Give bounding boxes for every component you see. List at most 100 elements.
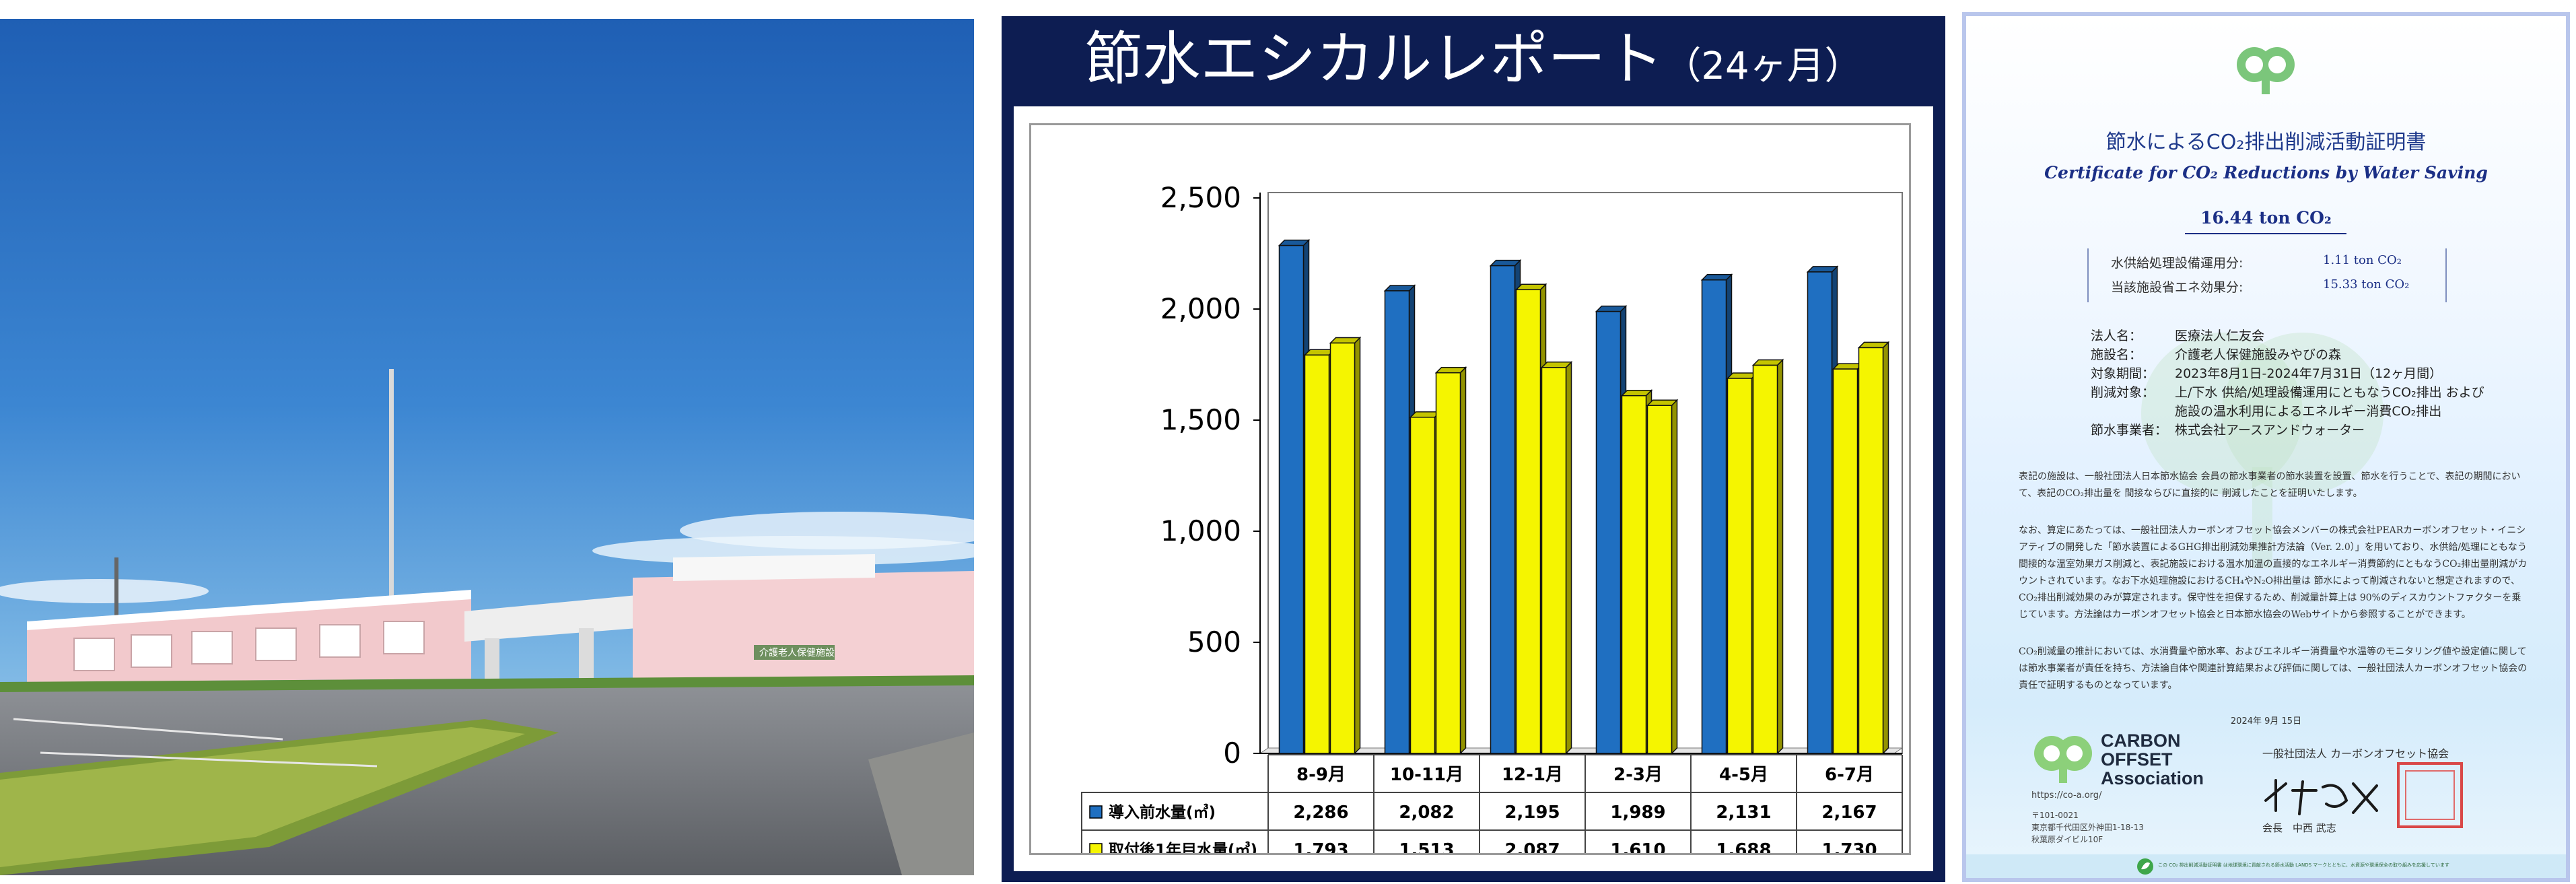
issuer-name: 一般社団法人 カーボンオフセット協会	[2262, 747, 2449, 760]
bar	[1807, 271, 1833, 754]
data-label: 1,793	[1293, 840, 1348, 853]
y-tick-label: 2,000	[1160, 292, 1241, 325]
bar	[1384, 290, 1410, 754]
certificate-footer-band	[1966, 854, 2566, 878]
x-tick-label: 12-1月	[1502, 765, 1563, 785]
bar	[1409, 416, 1436, 754]
bar-top	[1489, 259, 1522, 267]
bar-top	[1646, 399, 1679, 406]
data-label: 2,195	[1504, 803, 1560, 823]
legend-swatch	[1089, 843, 1103, 856]
address-line: 東京都千代田区外神田1-18-13	[2031, 823, 2144, 832]
bar-side	[1882, 341, 1889, 755]
bar	[1435, 372, 1461, 754]
chart-title: 節水エシカルレポート（24ヶ月）	[1002, 16, 1945, 102]
bar	[1541, 367, 1567, 754]
certificate-paragraph-3: CO₂削減量の推計においては、水消費量や節水率、およびエネルギー消費量や水温等の…	[2019, 646, 2528, 691]
info-key: 法人名：	[2091, 329, 2143, 343]
chart-title-sub: （24ヶ月）	[1663, 44, 1863, 88]
legend-swatch	[1089, 805, 1103, 819]
association-url: https://co-a.org/	[2031, 790, 2102, 801]
y-tick-label: 500	[1187, 625, 1241, 658]
info-row-target: 削減対象： 上/下水 供給/処理設備運用にともなうCO₂排出 および	[2091, 382, 2484, 401]
bar-top	[1620, 389, 1653, 397]
bar	[1701, 279, 1727, 754]
carbon-offset-logo-icon	[2237, 47, 2295, 94]
x-tick-label: 8-9月	[1296, 765, 1346, 785]
certificate-paragraph-1: 表記の施設は、一般社団法人日本節水協会 会員の節水事業者の節水装置を設置、節水を…	[2019, 471, 2521, 499]
bar	[1595, 310, 1622, 754]
info-value: 医療法人仁友会	[2175, 329, 2265, 343]
bar-top	[1751, 359, 1784, 366]
info-row-facility: 施設名： 介護老人保健施設みやびの森	[2091, 345, 2341, 363]
info-row-target-cont: 施設の温水利用によるエネルギー消費CO₂排出	[2091, 401, 2441, 419]
info-key: 節水事業者：	[2091, 423, 2168, 438]
chart-area: 0 500 1,000 1,500 2,000 2,500 8-9月 10-11月 12-1月 2…	[1014, 106, 1933, 884]
info-key: 削減対象：	[2091, 385, 2155, 400]
bar-top	[1329, 337, 1362, 344]
bar-top	[1700, 274, 1733, 281]
data-label: 2,087	[1504, 840, 1560, 853]
breakdown-label-facility: 当該施設省エネ効果分:	[2111, 280, 2243, 295]
total-underline	[2185, 233, 2346, 234]
x-tick-label: 2-3月	[1613, 765, 1663, 785]
x-tick-label: 4-5月	[1719, 765, 1768, 785]
bar-top	[1278, 239, 1311, 246]
y-tick-label: 2,500	[1160, 181, 1241, 214]
bar-side	[1776, 358, 1784, 755]
bar-top	[1806, 266, 1839, 273]
co2-total: 16.44 ton CO₂	[2200, 208, 2332, 228]
info-value: 2023年8月1日-2024年7月31日（12ヶ月間）	[2175, 366, 2443, 381]
bar	[1278, 244, 1304, 754]
breakdown-value-facility: 15.33 ton CO₂	[2323, 277, 2410, 292]
bar-top	[1595, 305, 1628, 312]
signer-name: 会長 中西 武志	[2262, 822, 2336, 834]
breakdown-value-supply: 1.11 ton CO₂	[2323, 253, 2402, 267]
bar	[1515, 289, 1541, 754]
facility-photo: 介護老人保健施設	[0, 19, 974, 875]
association-name: CARBON OFFSET Association	[2101, 730, 2204, 788]
chart-title-main: 節水エシカルレポート	[1084, 26, 1664, 93]
certificate-title-jp: 節水によるCO₂排出削減活動証明書	[2105, 131, 2427, 154]
info-value: 上/下水 供給/処理設備運用にともなうCO₂排出 および	[2175, 385, 2484, 400]
certificate-date: 2024年 9月 15日	[2230, 716, 2302, 726]
certificate-footer-text: この CO₂ 排出削減活動証明書 は地球環境に貢献される節水活動 LANDS マ…	[2158, 862, 2449, 868]
bar-top	[1383, 285, 1416, 292]
data-label: 2,167	[1821, 803, 1877, 823]
bar	[1832, 368, 1858, 754]
bar-side	[1354, 336, 1361, 755]
leaf-icon	[2137, 858, 2153, 875]
handwritten-signature	[2264, 779, 2378, 815]
info-value: 株式会社アースアンドウォーター	[2175, 423, 2365, 438]
data-label: 1,610	[1610, 840, 1665, 853]
bar	[1490, 265, 1516, 754]
bar-side	[1671, 399, 1678, 755]
legend-label: 導入前水量(㎥)	[1109, 803, 1216, 821]
x-tick-label: 10-11月	[1390, 765, 1463, 785]
bar	[1621, 395, 1647, 754]
bar	[1329, 342, 1356, 754]
info-key: 対象期間：	[2091, 366, 2155, 381]
association-logo-icon	[2034, 736, 2092, 783]
bar-top	[1434, 366, 1467, 374]
data-label: 1,513	[1399, 840, 1454, 853]
breakdown-label-supply: 水供給処理設備運用分:	[2111, 256, 2243, 271]
building-sign: 介護老人保健施設	[759, 648, 835, 658]
legend-label: 取付後1年目水量(㎥)	[1109, 841, 1257, 853]
bar	[1304, 354, 1330, 754]
data-label: 2,131	[1716, 803, 1771, 823]
bar-side	[1565, 360, 1572, 755]
info-row-corporation: 法人名： 医療法人仁友会	[2091, 326, 2264, 344]
address-line: 秋葉原ダイビル10F	[2031, 835, 2103, 844]
info-value: 介護老人保健施設みやびの森	[2175, 347, 2342, 362]
breakdown-bracket	[2087, 248, 2447, 302]
chart-frame: 0 500 1,000 1,500 2,000 2,500 8-9月 10-11月 12-1月 2…	[1029, 123, 1911, 884]
address-line: 〒101-0021	[2031, 811, 2079, 820]
data-label: 2,286	[1293, 803, 1348, 823]
ethical-report-panel: 節水エシカルレポート（24ヶ月） 0 500 1,000 1,500 2,000 2,50…	[1002, 16, 1945, 884]
certificate-paragraph-2: なお、算定にあたっては、一般社団法人カーボンオフセット協会メンバーの株式会社PE…	[2019, 525, 2528, 620]
bar-top	[1857, 341, 1890, 349]
bar	[1858, 347, 1884, 754]
official-seal-stamp	[2397, 762, 2463, 828]
bar	[1646, 405, 1673, 754]
